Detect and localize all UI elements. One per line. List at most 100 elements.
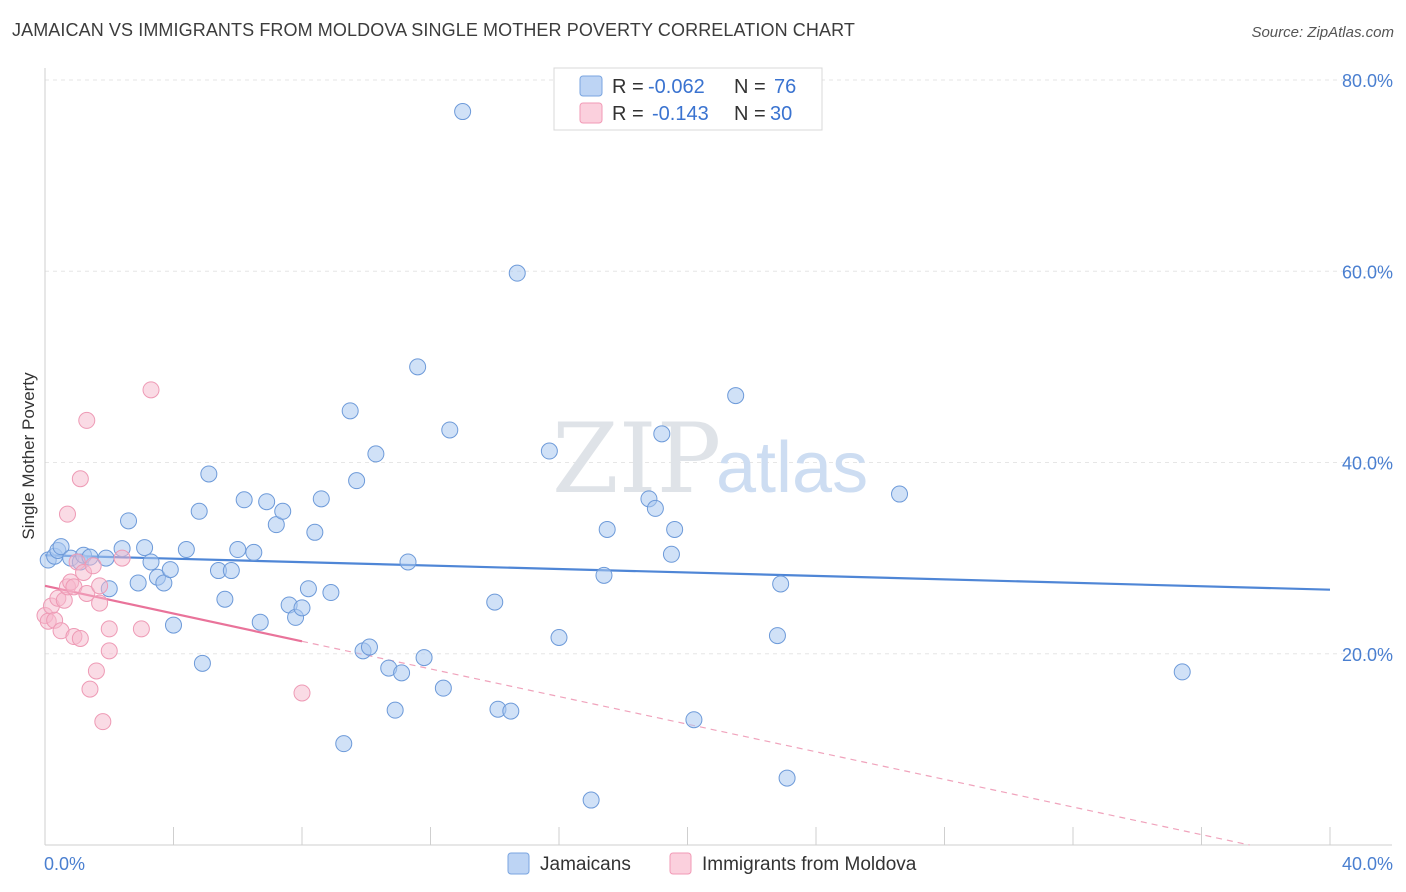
point-jamaicans xyxy=(348,472,366,490)
trendline-jamaicans xyxy=(44,554,1331,591)
point-jamaicans xyxy=(434,679,452,697)
point-jamaicans xyxy=(274,502,292,520)
y-tick-label: 60.0% xyxy=(1342,262,1393,282)
point-jamaicans xyxy=(299,580,317,598)
watermark: ZIP atlas xyxy=(552,403,868,515)
legend-box: R = -0.062 N = 76 R = -0.143 N = 30 xyxy=(553,67,823,131)
point-jamaicans xyxy=(129,574,147,592)
point-jamaicans xyxy=(582,791,600,809)
point-moldova xyxy=(100,642,118,660)
x-tick-label: 0.0% xyxy=(44,854,85,874)
point-jamaicans xyxy=(653,425,671,443)
y-tick-labels: 20.0% 40.0% 60.0% 80.0% xyxy=(1342,71,1393,665)
point-jamaicans xyxy=(136,539,154,557)
point-jamaicans xyxy=(540,442,558,460)
bottom-legend-label-jamaicans: Jamaicans xyxy=(540,854,631,875)
trend-lines xyxy=(44,554,1331,846)
point-jamaicans xyxy=(293,599,311,617)
point-moldova xyxy=(142,381,160,399)
point-jamaicans xyxy=(454,103,472,121)
point-jamaicans xyxy=(216,590,234,608)
point-moldova xyxy=(113,549,131,567)
bottom-legend-swatch-moldova xyxy=(669,852,692,875)
point-jamaicans xyxy=(235,491,253,509)
watermark-zip: ZIP xyxy=(552,403,721,515)
point-moldova xyxy=(91,577,109,595)
point-jamaicans xyxy=(165,616,182,634)
trendline-moldova-extension xyxy=(301,640,1250,846)
point-jamaicans xyxy=(161,561,179,579)
grid-lines xyxy=(45,79,1392,655)
axes xyxy=(44,68,1392,846)
point-jamaicans xyxy=(441,421,459,439)
point-jamaicans xyxy=(367,445,385,463)
legend-r-label-moldova: R = xyxy=(612,103,644,125)
bottom-legend: Jamaicans Immigrants from Moldova xyxy=(507,852,917,875)
point-jamaicans xyxy=(399,553,417,571)
point-jamaicans xyxy=(595,566,613,584)
chart-title: JAMAICAN VS IMMIGRANTS FROM MOLDOVA SING… xyxy=(12,20,855,40)
x-tick-label: 40.0% xyxy=(1342,854,1393,874)
point-moldova xyxy=(71,470,89,488)
y-tick-label: 20.0% xyxy=(1342,645,1393,665)
point-jamaicans xyxy=(1173,663,1191,681)
bottom-legend-label-moldova: Immigrants from Moldova xyxy=(702,854,917,875)
point-jamaicans xyxy=(409,358,427,376)
point-jamaicans xyxy=(335,735,353,753)
point-jamaicans xyxy=(200,465,218,483)
point-jamaicans xyxy=(360,638,378,656)
point-jamaicans xyxy=(322,584,340,602)
point-moldova xyxy=(81,680,99,698)
legend-swatch-jamaicans xyxy=(579,75,603,97)
x-tick-labels: 0.0% 40.0% xyxy=(44,854,1393,874)
point-jamaicans xyxy=(251,613,269,631)
data-points xyxy=(36,103,1191,809)
point-jamaicans xyxy=(222,562,240,580)
point-jamaicans xyxy=(306,523,324,541)
watermark-atlas: atlas xyxy=(716,428,868,508)
y-tick-label: 40.0% xyxy=(1342,454,1393,474)
point-jamaicans xyxy=(666,520,684,538)
point-jamaicans xyxy=(341,402,359,420)
legend-r-value-jamaicans: -0.062 xyxy=(648,76,705,98)
legend-n-label-jamaicans: N = xyxy=(734,76,766,98)
point-jamaicans xyxy=(120,512,138,530)
point-jamaicans xyxy=(386,701,404,719)
point-moldova xyxy=(94,713,112,731)
legend-r-label-jamaicans: R = xyxy=(612,76,644,98)
point-jamaicans xyxy=(312,490,330,508)
point-jamaicans xyxy=(52,538,70,556)
point-jamaicans xyxy=(258,493,276,511)
point-moldova xyxy=(78,411,96,429)
point-jamaicans xyxy=(190,502,208,520)
point-jamaicans xyxy=(142,553,160,571)
point-moldova xyxy=(78,585,96,603)
point-jamaicans xyxy=(891,485,909,503)
point-moldova xyxy=(84,557,102,575)
point-jamaicans xyxy=(778,769,796,787)
point-jamaicans xyxy=(415,649,433,667)
legend-n-value-jamaicans: 76 xyxy=(774,76,796,98)
legend-r-value-moldova: -0.143 xyxy=(652,103,709,125)
point-jamaicans xyxy=(772,575,790,593)
point-jamaicans xyxy=(502,702,520,720)
point-jamaicans xyxy=(229,541,247,559)
y-axis-label: Single Mother Poverty xyxy=(19,372,38,540)
point-jamaicans xyxy=(393,664,411,682)
point-moldova xyxy=(293,684,311,702)
point-moldova xyxy=(91,594,109,612)
point-moldova xyxy=(87,662,105,680)
point-jamaicans xyxy=(646,499,664,517)
point-jamaicans xyxy=(662,545,680,563)
point-jamaicans xyxy=(177,541,195,559)
point-jamaicans xyxy=(768,627,786,645)
legend-swatch-moldova xyxy=(579,102,603,124)
point-jamaicans xyxy=(598,520,616,538)
point-jamaicans xyxy=(193,654,211,672)
source-credit: Source: ZipAtlas.com xyxy=(1251,24,1394,41)
point-jamaicans xyxy=(727,387,745,405)
point-jamaicans xyxy=(486,593,504,611)
point-jamaicans xyxy=(245,543,263,561)
y-tick-label: 80.0% xyxy=(1342,71,1393,91)
